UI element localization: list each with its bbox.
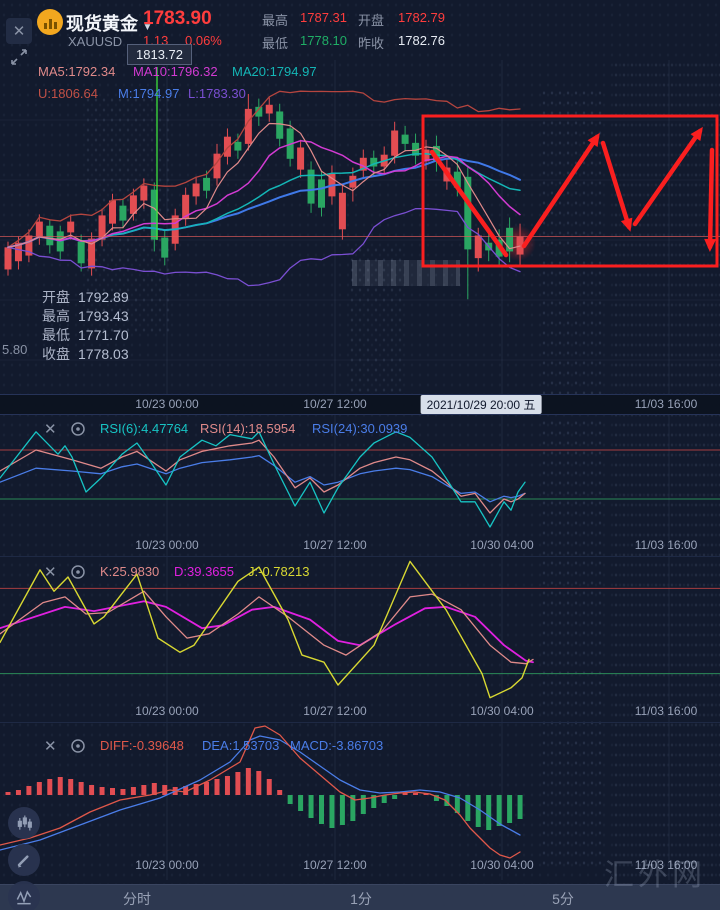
kdj-svg-content	[0, 557, 720, 722]
stat-high-label: 最高	[262, 13, 289, 28]
partial-price-label: 5.80	[2, 342, 28, 357]
symbol-selector[interactable]: 现货黄金 ▼	[66, 10, 152, 36]
rsi-axis-tick-1: 10/23 00:00	[135, 538, 199, 552]
rsi-settings-button[interactable]	[70, 421, 86, 442]
ma20-label: MA20:1794.97	[232, 64, 317, 79]
rsi24-value: RSI(24):30.0939	[312, 421, 408, 436]
stat-prevclose-label: 昨收	[358, 36, 385, 51]
watermark: 汇外网	[604, 859, 706, 892]
kdj-axis-tick-4: 11/03 16:00	[634, 704, 698, 718]
highlighted-date-label: 2021/10/29 20:00 五	[420, 395, 542, 414]
candlestick-icon	[17, 815, 32, 831]
stat-open-value: 1782.79	[398, 10, 445, 25]
gear-icon	[71, 565, 85, 579]
boll-upper-label: U:1806.64	[38, 86, 98, 101]
gold-coin-icon	[37, 9, 63, 35]
last-price: 1783.90	[143, 8, 212, 29]
chart-style-button[interactable]	[8, 807, 40, 839]
kdj-j-value: J:-0.78213	[248, 564, 310, 579]
rsi-axis-tick-4: 11/03 16:00	[634, 538, 698, 552]
kdj-settings-button[interactable]	[70, 564, 86, 585]
panel-separator	[0, 556, 720, 557]
kdj-d-value: D:39.3655	[174, 564, 234, 579]
classic-building-silhouette	[352, 260, 460, 286]
rsi-indicator-chart[interactable]	[0, 413, 720, 556]
rsi-svg-content	[0, 413, 720, 556]
kdj-indicator-chart[interactable]	[0, 557, 720, 723]
timeframe-tabbar: 分时 1分 5分	[0, 884, 720, 910]
macd-axis-tick-3: 10/30 04:00	[470, 858, 534, 872]
rsi-axis-tick-3: 10/30 04:00	[470, 538, 534, 552]
candles	[4, 93, 524, 300]
kdj-axis-tick-3: 10/30 04:00	[470, 704, 534, 718]
stat-high-value: 1787.31	[300, 10, 347, 25]
info-open-label: 开盘	[42, 289, 70, 305]
main-candlestick-chart[interactable]	[0, 60, 720, 394]
symbol-code: XAUUSD	[68, 34, 123, 49]
draw-tool-button[interactable]	[8, 844, 40, 876]
macd-close-icon[interactable]: ✕	[44, 738, 57, 755]
chevron-down-icon: ▼	[142, 22, 153, 33]
pencil-icon	[17, 855, 29, 868]
stat-open-label: 开盘	[358, 13, 385, 28]
rsi14-value: RSI(14):18.5954	[200, 421, 296, 436]
rsi-axis-tick-2: 10/27 12:00	[303, 538, 367, 552]
gear-icon	[71, 422, 85, 436]
collapse-arrows-icon	[11, 49, 27, 65]
collapse-button[interactable]	[8, 46, 30, 68]
macd-content	[0, 723, 670, 880]
overlay-lines	[7, 90, 521, 287]
rsi-close-icon[interactable]: ✕	[44, 421, 57, 438]
macd-settings-button[interactable]	[70, 738, 86, 759]
tab-1min[interactable]: 1分	[350, 891, 372, 907]
boll-lower-label: L:1783.30	[188, 86, 246, 101]
info-high-label: 最高	[42, 308, 70, 324]
panel-separator	[0, 722, 720, 723]
close-icon: ✕	[12, 23, 26, 40]
macd-axis-tick-1: 10/23 00:00	[135, 858, 199, 872]
info-low-label: 最低	[42, 327, 70, 343]
tab-5min[interactable]: 5分	[552, 891, 574, 907]
macd-dea-value: DEA:1.53703	[202, 738, 280, 753]
price-change-pct: 0.06%	[185, 33, 222, 48]
indicator-button[interactable]	[8, 881, 40, 910]
ma10-label: MA10:1796.32	[133, 64, 218, 79]
info-high-value: 1793.43	[78, 308, 129, 324]
info-low-value: 1771.70	[78, 327, 129, 343]
stat-prevclose-value: 1782.76	[398, 33, 445, 48]
info-close-value: 1778.03	[78, 346, 129, 362]
tab-timeshare[interactable]: 分时	[123, 891, 151, 907]
symbol-name: 现货黄金	[66, 14, 138, 34]
rsi6-value: RSI(6):4.47764	[100, 421, 189, 436]
macd-axis-tick-4: 11/03 16:00	[634, 858, 698, 872]
wave-chart-icon	[16, 890, 32, 905]
ma5-label: MA5:1792.34	[38, 64, 116, 79]
macd-diff-value: DIFF:-0.39648	[100, 738, 184, 753]
info-close-label: 收盘	[42, 346, 70, 362]
stat-low-value: 1778.10	[300, 33, 347, 48]
macd-axis-tick-2: 10/27 12:00	[303, 858, 367, 872]
main-axis-tick-4: 11/03 16:00	[634, 397, 698, 411]
main-axis-tick-1: 10/23 00:00	[135, 397, 199, 411]
crosshair-price-box: 1813.72	[127, 44, 192, 65]
close-button[interactable]: ✕	[6, 18, 32, 44]
kdj-close-icon[interactable]: ✕	[44, 564, 57, 581]
macd-indicator-chart[interactable]	[0, 723, 720, 883]
annotation-drawing	[421, 114, 719, 268]
kdj-axis-tick-2: 10/27 12:00	[303, 704, 367, 718]
macd-macd-value: MACD:-3.86703	[290, 738, 384, 753]
info-open-value: 1792.89	[78, 289, 129, 305]
kdj-k-value: K:25.9830	[100, 564, 160, 579]
boll-middle-label: M:1794.97	[118, 86, 180, 101]
ohlc-info-box: 开盘 1792.89 最高 1793.43 最低 1771.70 收盘 1778.03	[42, 288, 129, 364]
stat-low-label: 最低	[262, 36, 289, 51]
kdj-axis-tick-1: 10/23 00:00	[135, 704, 199, 718]
gear-icon	[71, 739, 85, 753]
main-axis-tick-2: 10/27 12:00	[303, 397, 367, 411]
